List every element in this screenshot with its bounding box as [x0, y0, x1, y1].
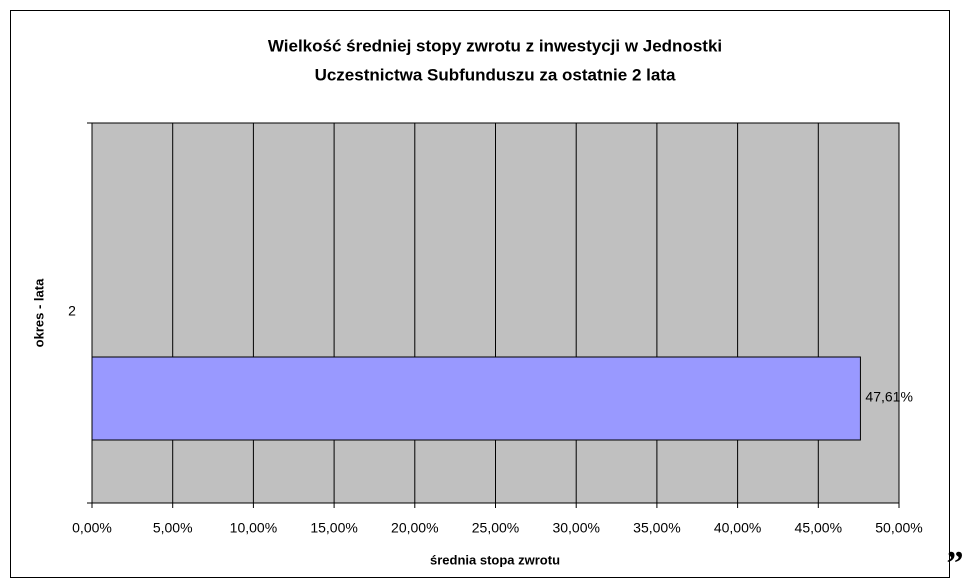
annotation: ”	[947, 545, 964, 582]
x-axis-label: średnia stopa zwrotu	[430, 552, 560, 567]
x-tick-label: 5,00%	[153, 520, 193, 536]
y-axis-label: okres - lata	[31, 278, 46, 347]
value-label: 47,61%	[865, 389, 912, 405]
y-tick-label: 2	[68, 303, 76, 319]
x-tick-label: 45,00%	[795, 520, 842, 536]
x-tick-label: 35,00%	[633, 520, 680, 536]
bar	[91, 356, 861, 441]
x-tick-label: 15,00%	[310, 520, 357, 536]
x-tick-label: 10,00%	[230, 520, 277, 536]
x-tick-label: 50,00%	[875, 520, 922, 536]
x-tick-label: 0,00%	[72, 520, 112, 536]
x-tick-label: 25,00%	[472, 520, 519, 536]
x-tick-label: 20,00%	[391, 520, 438, 536]
chart-title: Wielkość średniej stopy zwrotu z inwesty…	[268, 36, 722, 55]
chart-title: Uczestnictwa Subfunduszu za ostatnie 2 l…	[315, 65, 676, 84]
x-tick-label: 40,00%	[714, 520, 761, 536]
x-tick-label: 30,00%	[552, 520, 599, 536]
